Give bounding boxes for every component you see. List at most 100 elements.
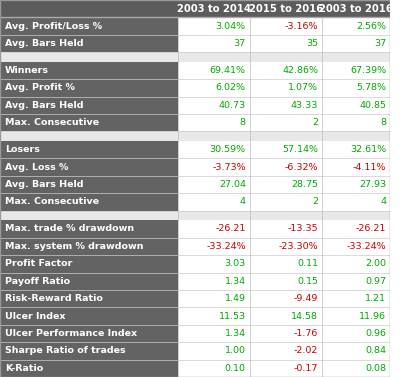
Bar xyxy=(178,17,250,35)
Text: -4.11%: -4.11% xyxy=(353,162,386,172)
Bar xyxy=(178,141,250,158)
Bar xyxy=(322,238,390,255)
Bar xyxy=(322,97,390,114)
Bar xyxy=(0,273,178,290)
Text: 1.00: 1.00 xyxy=(225,346,246,356)
Text: Avg. Bars Held: Avg. Bars Held xyxy=(5,101,83,110)
Text: -3.73%: -3.73% xyxy=(212,162,246,172)
Bar xyxy=(322,17,390,35)
Text: 1.21: 1.21 xyxy=(365,294,386,303)
Bar xyxy=(322,273,390,290)
Bar xyxy=(250,342,322,360)
Text: Risk-Reward Ratio: Risk-Reward Ratio xyxy=(5,294,102,303)
Bar xyxy=(0,176,178,193)
Bar xyxy=(250,97,322,114)
Bar xyxy=(322,35,390,52)
Bar xyxy=(250,307,322,325)
Bar xyxy=(322,290,390,307)
Bar xyxy=(0,360,178,377)
Bar xyxy=(178,325,250,342)
Bar xyxy=(178,238,250,255)
Bar xyxy=(178,158,250,176)
Bar xyxy=(178,97,250,114)
Text: 30.59%: 30.59% xyxy=(210,145,246,154)
Bar xyxy=(0,211,390,220)
Text: 3.03: 3.03 xyxy=(224,259,246,268)
Bar xyxy=(178,273,250,290)
Bar xyxy=(322,62,390,79)
Bar xyxy=(250,35,322,52)
Text: 5.78%: 5.78% xyxy=(356,83,386,92)
Bar xyxy=(0,342,178,360)
Text: 0.84: 0.84 xyxy=(365,346,386,356)
Bar xyxy=(250,79,322,97)
Bar xyxy=(0,62,178,79)
Text: 3.04%: 3.04% xyxy=(216,21,246,31)
Text: Avg. Bars Held: Avg. Bars Held xyxy=(5,39,83,48)
Bar xyxy=(0,255,178,273)
Bar xyxy=(178,193,250,211)
Bar xyxy=(322,342,390,360)
Bar xyxy=(322,255,390,273)
Bar xyxy=(0,35,178,52)
Text: 11.96: 11.96 xyxy=(359,311,386,320)
Bar xyxy=(0,52,390,62)
Text: Winners: Winners xyxy=(5,66,49,75)
Bar xyxy=(322,325,390,342)
Bar xyxy=(0,238,178,255)
Text: 0.97: 0.97 xyxy=(365,277,386,286)
Text: -9.49: -9.49 xyxy=(294,294,318,303)
Bar xyxy=(250,255,322,273)
Bar xyxy=(0,17,178,35)
Text: 37: 37 xyxy=(234,39,246,48)
Bar xyxy=(0,97,178,114)
Bar xyxy=(0,325,178,342)
Text: Max. system % drawdown: Max. system % drawdown xyxy=(5,242,143,251)
Text: Avg. Profit %: Avg. Profit % xyxy=(5,83,74,92)
Text: 1.07%: 1.07% xyxy=(288,83,318,92)
Text: -13.35: -13.35 xyxy=(287,224,318,233)
Bar xyxy=(178,255,250,273)
Bar xyxy=(322,307,390,325)
Text: Sharpe Ratio of trades: Sharpe Ratio of trades xyxy=(5,346,125,356)
Bar xyxy=(178,62,250,79)
Text: 8: 8 xyxy=(240,118,246,127)
Bar xyxy=(250,360,322,377)
Text: 43.33: 43.33 xyxy=(291,101,318,110)
Text: 40.73: 40.73 xyxy=(219,101,246,110)
Text: -6.32%: -6.32% xyxy=(284,162,318,172)
Bar xyxy=(178,360,250,377)
Bar xyxy=(0,141,178,158)
Text: Ulcer Performance Index: Ulcer Performance Index xyxy=(5,329,137,338)
Text: Profit Factor: Profit Factor xyxy=(5,259,72,268)
Text: -33.24%: -33.24% xyxy=(347,242,386,251)
Text: 2003 to 2014: 2003 to 2014 xyxy=(177,4,251,14)
Bar xyxy=(250,193,322,211)
Bar xyxy=(0,193,178,211)
Text: 67.39%: 67.39% xyxy=(350,66,386,75)
Bar xyxy=(322,79,390,97)
Bar xyxy=(250,176,322,193)
Bar xyxy=(178,290,250,307)
Text: 4: 4 xyxy=(240,198,246,207)
Bar xyxy=(322,141,390,158)
Text: 8: 8 xyxy=(380,118,386,127)
Text: 2015 to 2016: 2015 to 2016 xyxy=(249,4,323,14)
Text: 1.34: 1.34 xyxy=(225,277,246,286)
Text: 0.10: 0.10 xyxy=(225,364,246,373)
Bar xyxy=(250,238,322,255)
Text: -23.30%: -23.30% xyxy=(278,242,318,251)
Bar xyxy=(322,114,390,132)
Bar xyxy=(322,360,390,377)
Text: 0.08: 0.08 xyxy=(365,364,386,373)
Text: 27.93: 27.93 xyxy=(359,180,386,189)
Text: Max. Consecutive: Max. Consecutive xyxy=(5,198,99,207)
Bar xyxy=(250,325,322,342)
Bar xyxy=(250,273,322,290)
Bar xyxy=(322,158,390,176)
Text: 57.14%: 57.14% xyxy=(282,145,318,154)
Bar xyxy=(178,342,250,360)
Bar xyxy=(250,17,322,35)
Bar xyxy=(0,307,178,325)
Bar xyxy=(322,220,390,238)
